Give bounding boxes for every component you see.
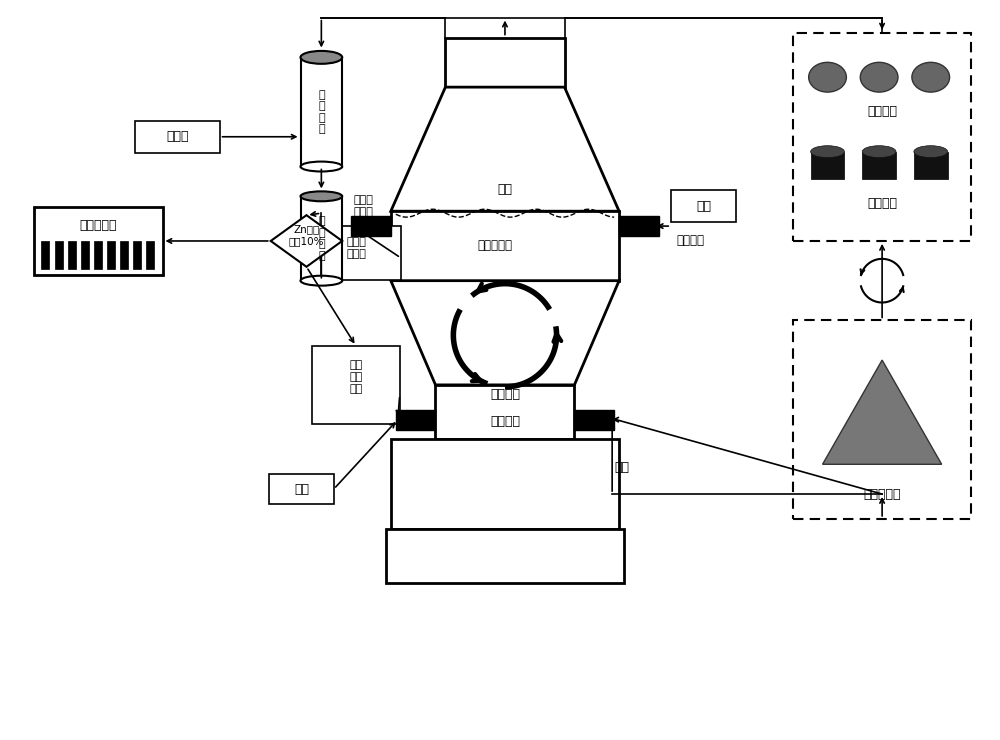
Bar (41, 241, 49, 269)
Bar (34, 207, 163, 275)
Text: 氧气烧嘴: 氧气烧嘴 (677, 235, 705, 247)
Bar (386, 529, 624, 583)
Bar (133, 241, 141, 269)
Bar (793, 320, 971, 519)
Text: 煤
气
降
温: 煤 气 降 温 (318, 90, 325, 135)
Text: 炉内富集: 炉内富集 (490, 415, 520, 428)
Bar (301, 196, 342, 280)
Text: 混合喷吹物: 混合喷吹物 (863, 488, 901, 500)
Text: 空区: 空区 (497, 183, 512, 196)
Ellipse shape (862, 146, 896, 158)
Bar (301, 58, 342, 166)
Text: 粉尘压块: 粉尘压块 (867, 106, 897, 118)
Text: 冷烟气: 冷烟气 (166, 130, 189, 144)
Text: 氧气: 氧气 (696, 200, 711, 212)
Bar (68, 241, 76, 269)
Bar (396, 410, 435, 429)
Ellipse shape (912, 62, 950, 92)
Bar (914, 152, 948, 179)
Bar (391, 440, 619, 529)
Text: 风口: 风口 (614, 461, 629, 474)
Bar (146, 241, 154, 269)
Text: 除
尘
系
统: 除 尘 系 统 (318, 216, 325, 261)
Bar (574, 410, 614, 429)
Ellipse shape (811, 146, 844, 158)
Ellipse shape (914, 146, 948, 158)
Ellipse shape (860, 62, 898, 92)
Bar (671, 190, 736, 222)
Text: 物料喷
吹烧嘴: 物料喷 吹烧嘴 (353, 195, 373, 217)
Ellipse shape (301, 161, 342, 172)
Bar (793, 33, 971, 241)
Bar (811, 152, 844, 179)
Bar (120, 241, 128, 269)
Bar (391, 211, 619, 280)
Bar (81, 241, 89, 269)
Bar (55, 241, 63, 269)
Ellipse shape (809, 62, 846, 92)
Text: 低料线平面: 低料线平面 (478, 240, 513, 252)
Text: 炉顶循
环煤气: 炉顶循 环煤气 (346, 237, 366, 259)
Bar (311, 226, 401, 280)
Bar (619, 216, 659, 236)
Bar (135, 121, 220, 152)
Bar (435, 385, 574, 440)
Polygon shape (391, 87, 619, 211)
Polygon shape (271, 215, 342, 267)
Bar (445, 38, 565, 87)
Ellipse shape (301, 276, 342, 286)
Polygon shape (391, 280, 619, 385)
Ellipse shape (301, 192, 342, 201)
Text: 湿法提锌炉: 湿法提锌炉 (79, 218, 117, 232)
Ellipse shape (301, 51, 342, 64)
Text: 有价元素: 有价元素 (490, 388, 520, 401)
Bar (312, 346, 400, 423)
Text: 热压型煤: 热压型煤 (867, 197, 897, 209)
Bar (94, 241, 102, 269)
Polygon shape (823, 360, 942, 464)
Text: 热风: 热风 (294, 482, 309, 496)
Bar (107, 241, 115, 269)
Text: 炉顶
循环
粉尘: 炉顶 循环 粉尘 (349, 360, 363, 394)
Bar (862, 152, 896, 179)
Bar (269, 474, 334, 504)
Text: Zn含量
大于10%: Zn含量 大于10% (289, 224, 324, 246)
Bar (351, 216, 391, 236)
